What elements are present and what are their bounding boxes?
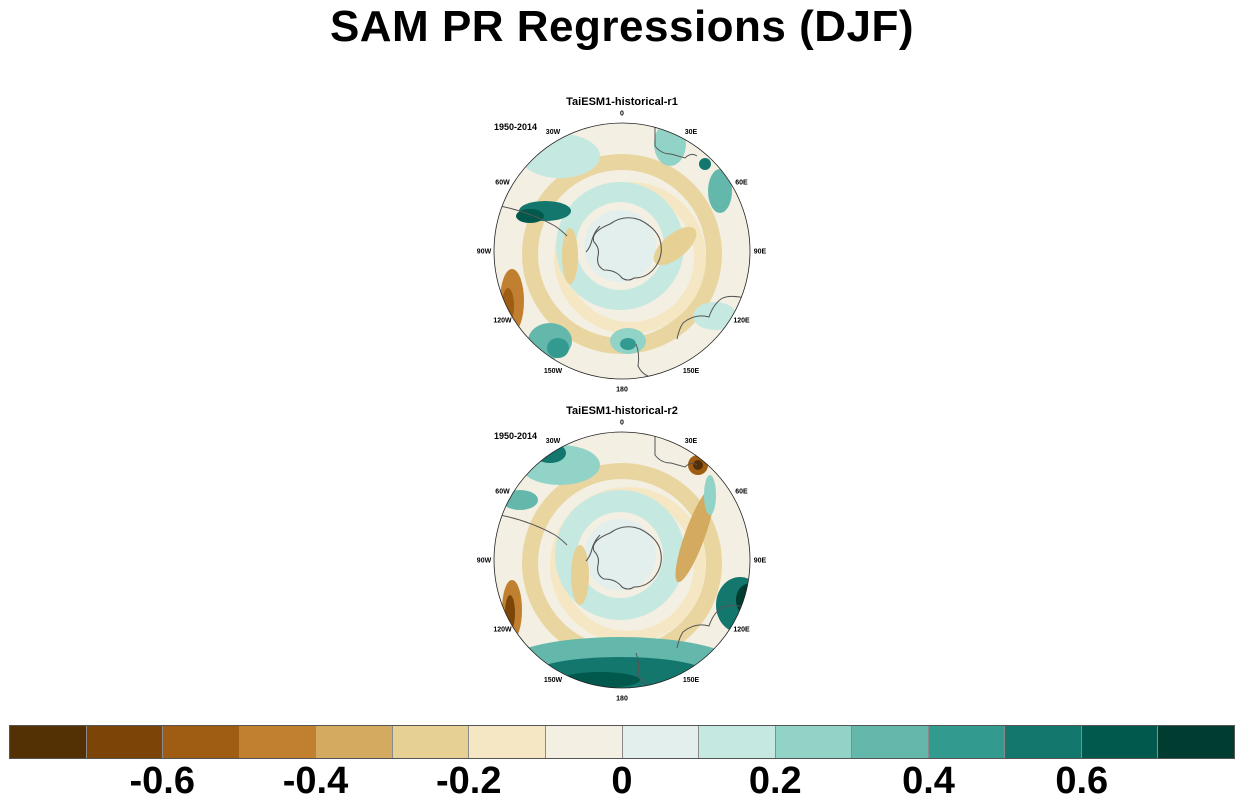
longitude-label: 90W <box>477 249 492 256</box>
colorbar-tick-label: 0.2 <box>748 760 802 802</box>
longitude-label: 90W <box>477 558 492 565</box>
panel-title: TaiESM1-historical-r1 <box>566 96 678 108</box>
colorbar-swatch <box>86 726 164 758</box>
longitude-labels: 0 30E 60E 90E 120E 150E 180 150W 120W 90W 60W 30W <box>477 420 767 703</box>
longitude-label: 150W <box>544 368 563 375</box>
colorbar-swatch <box>163 726 240 758</box>
colorbar <box>9 725 1235 759</box>
precip-field <box>494 432 750 688</box>
map-panel-r1: TaiESM1-historical-r1 1950-2014 <box>470 96 774 396</box>
polar-map: 0 30E 60E 90E 120E 150E 180 150W 120W 90W 60W 30W <box>477 420 767 703</box>
longitude-label: 180 <box>616 696 628 703</box>
map-boundary <box>493 431 751 689</box>
period-label: 1950-2014 <box>494 431 538 441</box>
colorbar-swatch <box>392 726 470 758</box>
longitude-label: 0 <box>620 420 624 427</box>
longitude-label: 180 <box>616 387 628 394</box>
longitude-label: 150W <box>544 677 563 684</box>
longitude-label: 150E <box>683 677 700 684</box>
map-panel-r2: TaiESM1-historical-r2 1950-2014 <box>470 405 774 705</box>
longitude-label: 120E <box>733 627 750 634</box>
panel-title: TaiESM1-historical-r2 <box>566 405 678 417</box>
map-boundary <box>493 122 751 380</box>
colorbar-tick-label: 0.4 <box>902 760 955 802</box>
period-label: 1950-2014 <box>494 122 538 132</box>
colorbar-swatch <box>775 726 853 758</box>
colorbar-swatch <box>852 726 929 758</box>
polar-map: 0 30E 60E 90E 120E 150E 180 150W 120W 90W 60W 30W <box>477 111 767 394</box>
colorbar-swatch <box>545 726 623 758</box>
colorbar-swatch <box>1081 726 1159 758</box>
longitude-label: 30W <box>546 129 561 136</box>
longitude-label: 120W <box>493 318 512 325</box>
colorbar-tick-label: -0.4 <box>282 760 349 802</box>
colorbar-tick-label: 0 <box>611 760 633 802</box>
colorbar-swatch <box>622 726 700 758</box>
colorbar-swatch <box>1158 726 1234 758</box>
colorbar-tick-label: -0.6 <box>129 760 195 802</box>
longitude-label: 30E <box>685 438 698 445</box>
longitude-label: 60W <box>495 489 510 496</box>
figure-title: SAM PR Regressions (DJF) <box>329 2 915 51</box>
longitude-label: 60E <box>735 180 748 187</box>
longitude-label: 0 <box>620 111 624 118</box>
longitude-label: 120W <box>493 627 512 634</box>
colorbar-swatch <box>699 726 776 758</box>
longitude-label: 60E <box>735 489 748 496</box>
colorbar-swatch <box>928 726 1006 758</box>
colorbar-swatch <box>316 726 393 758</box>
longitude-label: 120E <box>733 318 750 325</box>
longitude-label: 90E <box>754 558 767 565</box>
longitude-label: 60W <box>495 180 510 187</box>
colorbar-swatch <box>469 726 546 758</box>
precip-field <box>494 123 750 379</box>
longitude-labels: 0 30E 60E 90E 120E 150E 180 150W 120W 90W 60W 30W <box>477 111 767 394</box>
colorbar-tick-label: 0.6 <box>1055 760 1109 802</box>
colorbar-tick-label: -0.2 <box>436 760 502 802</box>
colorbar-swatch <box>239 726 317 758</box>
longitude-label: 30W <box>546 438 561 445</box>
colorbar-swatch <box>1005 726 1082 758</box>
longitude-label: 90E <box>754 249 767 256</box>
colorbar-swatch <box>10 726 87 758</box>
longitude-label: 30E <box>685 129 698 136</box>
longitude-label: 150E <box>683 368 700 375</box>
